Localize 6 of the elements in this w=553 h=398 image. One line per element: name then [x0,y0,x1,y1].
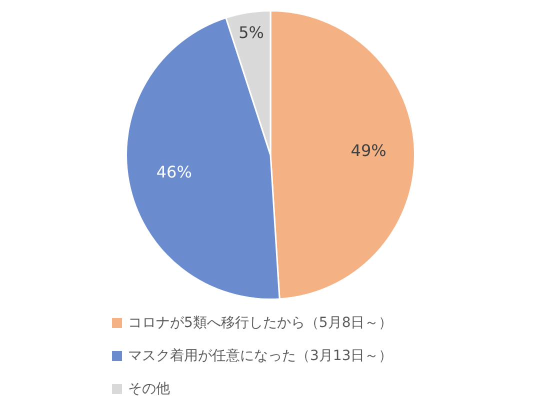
data-label: 46% [156,162,192,182]
legend-label: コロナが5類へ移行したから（5月8日～） [128,314,393,332]
legend-label: その他 [128,380,170,398]
data-label: 49% [350,141,386,160]
data-label: 5% [238,23,264,42]
legend-label: マスク着用が任意になった（3月13日～） [128,346,393,364]
